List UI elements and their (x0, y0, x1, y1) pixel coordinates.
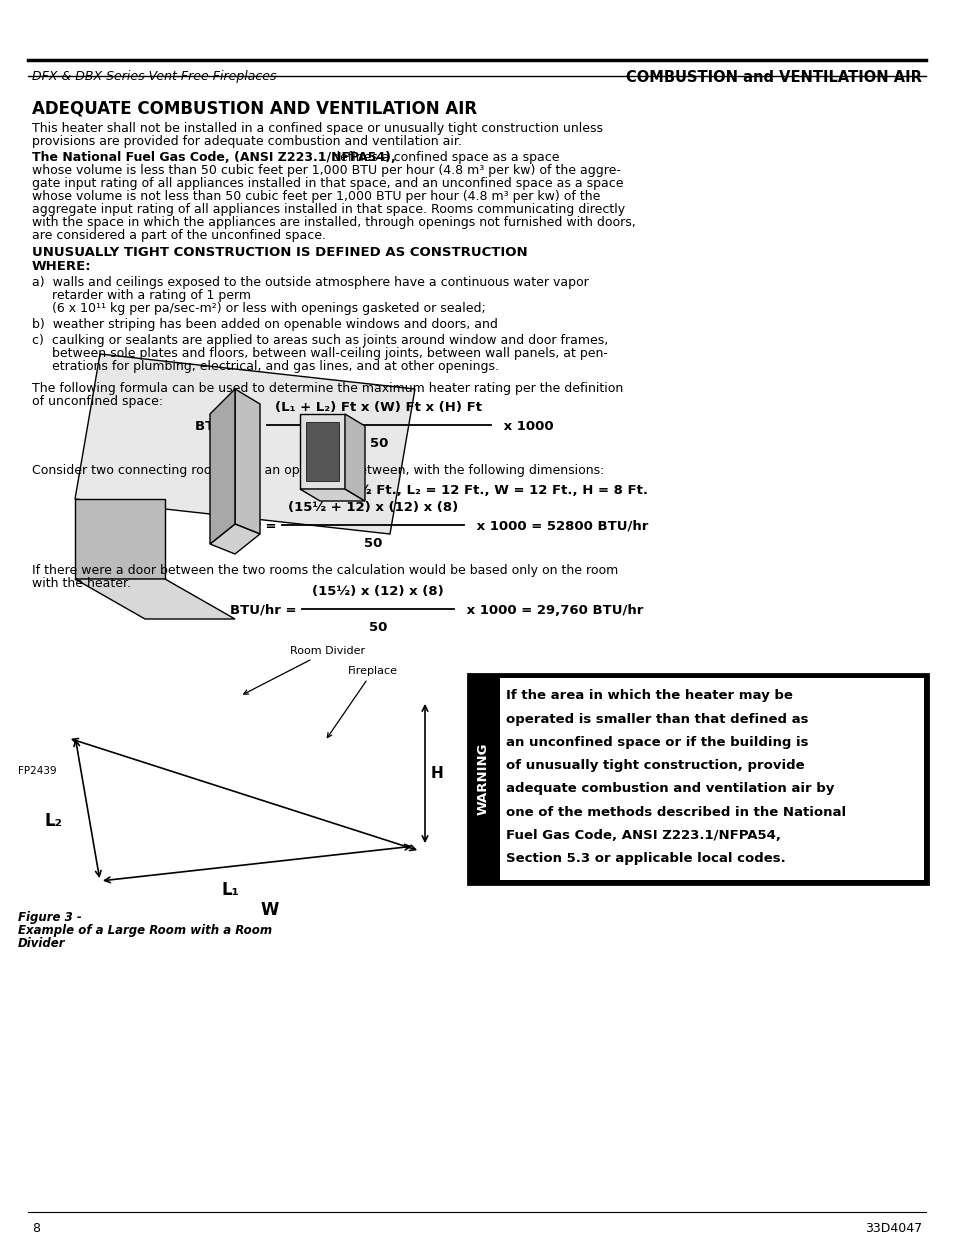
Text: (15½ + 12) x (12) x (8): (15½ + 12) x (12) x (8) (288, 501, 457, 514)
Text: with the heater.: with the heater. (32, 577, 131, 590)
Text: L₁: L₁ (221, 881, 238, 899)
Polygon shape (75, 499, 165, 579)
Text: UNUSUALLY TIGHT CONSTRUCTION IS DEFINED AS CONSTRUCTION: UNUSUALLY TIGHT CONSTRUCTION IS DEFINED … (32, 246, 527, 259)
Text: (15½) x (12) x (8): (15½) x (12) x (8) (312, 585, 443, 598)
Text: (L₁ + L₂) Ft x (W) Ft x (H) Ft: (L₁ + L₂) Ft x (W) Ft x (H) Ft (275, 401, 482, 414)
Text: DFX & DBX Series Vent Free Fireplaces: DFX & DBX Series Vent Free Fireplaces (32, 70, 276, 83)
Text: WHERE:: WHERE: (32, 261, 91, 273)
Text: ADEQUATE COMBUSTION AND VENTILATION AIR: ADEQUATE COMBUSTION AND VENTILATION AIR (32, 100, 476, 119)
Text: Example of a Large Room with a Room: Example of a Large Room with a Room (18, 924, 272, 937)
Text: operated is smaller than that defined as: operated is smaller than that defined as (505, 713, 807, 726)
Text: adequate combustion and ventilation air by: adequate combustion and ventilation air … (505, 783, 834, 795)
Text: H: H (431, 766, 443, 781)
FancyBboxPatch shape (499, 678, 923, 881)
Text: Divider: Divider (18, 937, 66, 950)
Text: W: W (260, 902, 279, 919)
Text: with the space in which the appliances are installed, through openings not furni: with the space in which the appliances a… (32, 216, 635, 228)
Text: whose volume is less than 50 cubic feet per 1,000 BTU per hour (4.8 m³ per kw) o: whose volume is less than 50 cubic feet … (32, 164, 620, 177)
Text: one of the methods described in the National: one of the methods described in the Nati… (505, 805, 845, 819)
Polygon shape (234, 389, 260, 534)
Polygon shape (210, 389, 234, 543)
Polygon shape (306, 422, 338, 480)
Text: L₁ = 15½ Ft., L₂ = 12 Ft., W = 12 Ft., H = 8 Ft.: L₁ = 15½ Ft., L₂ = 12 Ft., W = 12 Ft., H… (305, 484, 648, 496)
Text: provisions are provided for adequate combustion and ventilation air.: provisions are provided for adequate com… (32, 135, 461, 148)
Polygon shape (299, 414, 345, 489)
Text: defines a confined space as a space: defines a confined space as a space (328, 151, 558, 164)
Text: c)  caulking or sealants are applied to areas such as joints around window and d: c) caulking or sealants are applied to a… (32, 333, 608, 347)
Text: x 1000 = 29,760 BTU/hr: x 1000 = 29,760 BTU/hr (461, 604, 642, 616)
Text: between sole plates and floors, between wall-ceiling joints, between wall panels: between sole plates and floors, between … (32, 347, 607, 359)
Text: (6 x 10¹¹ kg per pa/sec-m²) or less with openings gasketed or sealed;: (6 x 10¹¹ kg per pa/sec-m²) or less with… (32, 303, 485, 315)
Text: of unusually tight construction, provide: of unusually tight construction, provide (505, 760, 803, 772)
Text: Fuel Gas Code, ANSI Z223.1/NFPA54,: Fuel Gas Code, ANSI Z223.1/NFPA54, (505, 829, 781, 842)
Text: If the area in which the heater may be: If the area in which the heater may be (505, 689, 792, 703)
Text: The National Fuel Gas Code, (ANSI Z223.1/NFPA54),: The National Fuel Gas Code, (ANSI Z223.1… (32, 151, 395, 164)
Polygon shape (299, 489, 365, 501)
Text: FP2439: FP2439 (18, 766, 56, 776)
Text: If there were a door between the two rooms the calculation would be based only o: If there were a door between the two roo… (32, 564, 618, 577)
Polygon shape (75, 354, 415, 534)
Polygon shape (75, 579, 234, 619)
Text: Section 5.3 or applicable local codes.: Section 5.3 or applicable local codes. (505, 852, 785, 866)
Text: COMBUSTION and VENTILATION AIR: COMBUSTION and VENTILATION AIR (625, 70, 921, 85)
Text: L₂: L₂ (45, 811, 63, 830)
Text: etrations for plumbing, electrical, and gas lines, and at other openings.: etrations for plumbing, electrical, and … (32, 359, 498, 373)
Text: BTU/hr =: BTU/hr = (210, 520, 281, 532)
Polygon shape (210, 524, 260, 555)
Text: 8: 8 (32, 1221, 40, 1235)
Text: BTU/hr =: BTU/hr = (230, 604, 301, 616)
Text: 50: 50 (369, 621, 387, 634)
Polygon shape (345, 414, 365, 501)
Text: The following formula can be used to determine the maximum heater rating per the: The following formula can be used to det… (32, 382, 622, 395)
Text: BTU/hr =: BTU/hr = (194, 420, 266, 432)
Text: 33D4047: 33D4047 (864, 1221, 921, 1235)
Text: x 1000 = 52800 BTU/hr: x 1000 = 52800 BTU/hr (472, 520, 648, 532)
Text: whose volume is not less than 50 cubic feet per 1,000 BTU per hour (4.8 m³ per k: whose volume is not less than 50 cubic f… (32, 190, 599, 203)
Text: x 1000: x 1000 (498, 420, 553, 432)
Text: WARNING: WARNING (476, 742, 489, 815)
FancyBboxPatch shape (468, 674, 927, 884)
Text: This heater shall not be installed in a confined space or unusually tight constr: This heater shall not be installed in a … (32, 122, 602, 135)
Text: of unconfined space:: of unconfined space: (32, 395, 163, 408)
Text: 50: 50 (363, 537, 382, 550)
Text: gate input rating of all appliances installed in that space, and an unconfined s: gate input rating of all appliances inst… (32, 177, 623, 190)
Text: Fireplace: Fireplace (327, 666, 397, 737)
Text: an unconfined space or if the building is: an unconfined space or if the building i… (505, 736, 807, 748)
Text: Consider two connecting rooms with an open area between, with the following dime: Consider two connecting rooms with an op… (32, 464, 604, 477)
Text: Room Divider: Room Divider (243, 646, 365, 694)
Text: 50: 50 (370, 437, 388, 450)
Text: aggregate input rating of all appliances installed in that space. Rooms communic: aggregate input rating of all appliances… (32, 203, 624, 216)
Text: are considered a part of the unconfined space.: are considered a part of the unconfined … (32, 228, 326, 242)
Text: retarder with a rating of 1 perm: retarder with a rating of 1 perm (32, 289, 251, 303)
Text: a)  walls and ceilings exposed to the outside atmosphere have a continuous water: a) walls and ceilings exposed to the out… (32, 275, 588, 289)
Text: b)  weather striping has been added on openable windows and doors, and: b) weather striping has been added on op… (32, 317, 497, 331)
Text: Figure 3 -: Figure 3 - (18, 911, 82, 924)
